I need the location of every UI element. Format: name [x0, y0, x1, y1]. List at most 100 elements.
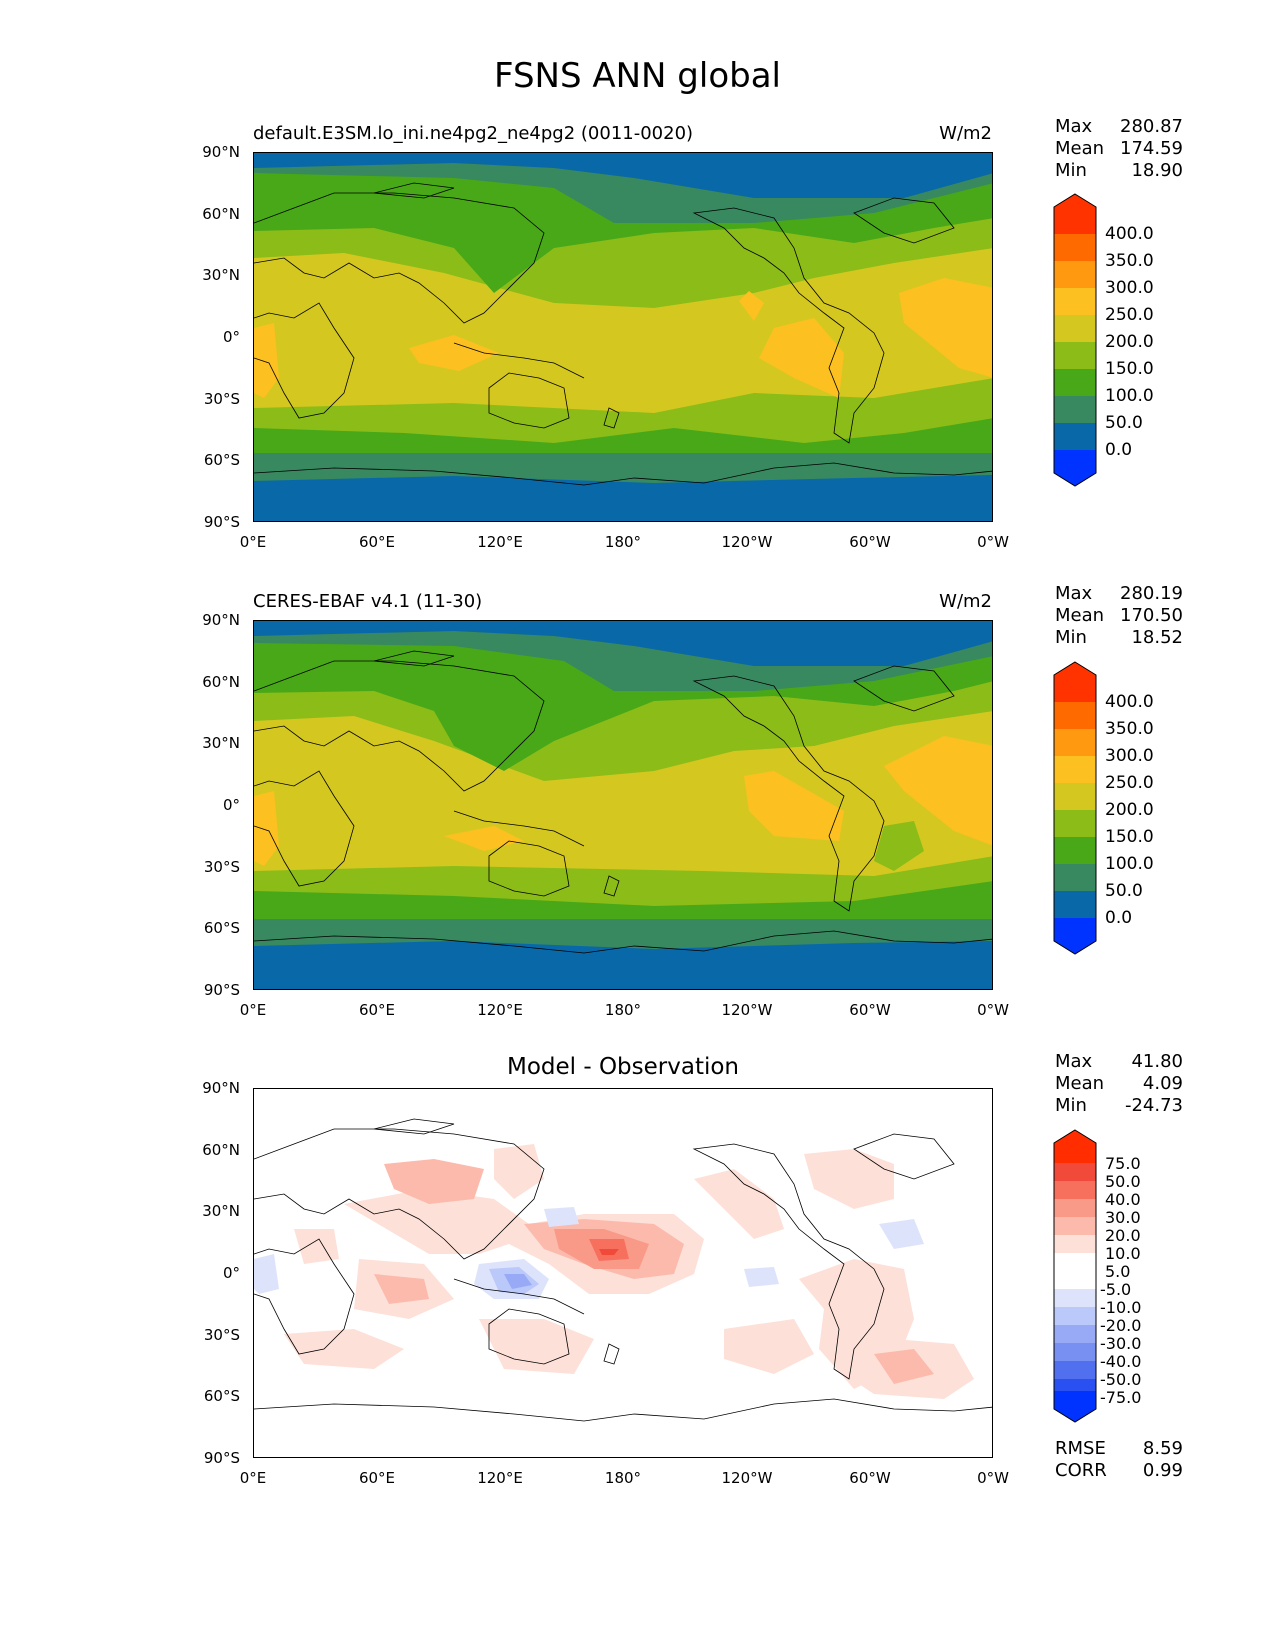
cb-label: 100.0: [1105, 386, 1154, 406]
stat-max-value: 280.19: [1120, 583, 1183, 604]
negative-anomalies: [254, 1207, 924, 1299]
cb-label: 400.0: [1105, 692, 1154, 712]
band-250-300: [739, 291, 764, 321]
lon-label: 0°E: [239, 1469, 267, 1487]
band-250-300: [884, 736, 992, 846]
lon-label: 60°W: [849, 533, 891, 551]
lat-label: 90°S: [203, 981, 240, 999]
lon-label: 0°E: [239, 533, 267, 551]
cb-over-arrow: [1054, 662, 1096, 702]
rmse-label: RMSE: [1055, 1438, 1106, 1459]
cb-over-arrow: [1054, 1130, 1096, 1163]
cb-swatch: [1054, 342, 1096, 369]
stat-mean-value: 170.50: [1120, 605, 1183, 626]
cb-label: 50.0: [1105, 881, 1143, 901]
panel2-map: [253, 620, 993, 990]
lon-label: 60°W: [849, 1469, 891, 1487]
lon-label: 120°W: [721, 1001, 773, 1019]
lat-label: 90°N: [202, 143, 240, 161]
cb-swatch: [1054, 729, 1096, 756]
panel2-units: W/m2: [939, 591, 992, 612]
cb-under-arrow: [1054, 450, 1096, 486]
stat-min-value: 18.90: [1131, 160, 1183, 181]
lon-label: 120°E: [477, 1469, 523, 1487]
cb-swatch: [1054, 702, 1096, 729]
cb-label: -10.0: [1100, 1298, 1142, 1317]
cb-label: -30.0: [1100, 1334, 1142, 1353]
lat-label: 90°N: [202, 611, 240, 629]
cb-swatch: [1054, 1289, 1096, 1307]
band-250-300: [759, 318, 844, 398]
band-250-300: [409, 335, 499, 371]
figure-title: FSNS ANN global: [494, 56, 781, 96]
lon-label: 180°: [604, 1469, 642, 1487]
cb-swatch: [1054, 1379, 1096, 1391]
cb-swatch: [1054, 1235, 1096, 1253]
cb-label: 200.0: [1105, 332, 1154, 352]
lon-label: 0°W: [977, 1469, 1009, 1487]
lat-label: 60°S: [203, 919, 240, 937]
cb-over-arrow: [1054, 194, 1096, 234]
cb-swatch: [1054, 288, 1096, 315]
cb-label: 75.0: [1105, 1154, 1141, 1173]
cb-label: 300.0: [1105, 278, 1154, 298]
lat-label: 60°S: [203, 451, 240, 469]
stat-min-label: Min: [1055, 160, 1087, 181]
band-0-50: [254, 621, 992, 666]
corr-value: 0.99: [1142, 1460, 1183, 1481]
panel3-title: Model - Observation: [506, 1054, 740, 1080]
stat-mean-label: Mean: [1055, 138, 1105, 159]
cb-label: 250.0: [1105, 773, 1154, 793]
panel3-map: [253, 1088, 993, 1458]
cb-swatch: [1054, 396, 1096, 423]
cb-swatch: [1054, 1271, 1096, 1289]
cb-label: 50.0: [1105, 413, 1143, 433]
lat-label: 30°S: [203, 390, 240, 408]
lat-label: 0°: [222, 796, 240, 814]
cb-label: 200.0: [1105, 800, 1154, 820]
stat-max-label: Max: [1055, 116, 1093, 137]
positive-anomalies: [284, 1144, 974, 1399]
band-250-300: [744, 771, 844, 841]
cb-swatch: [1054, 837, 1096, 864]
lon-label: 180°: [604, 533, 642, 551]
lon-label: 60°E: [358, 1001, 396, 1019]
panel2-colorbar: [1053, 661, 1097, 955]
cb-swatch: [1054, 234, 1096, 261]
cb-outline: [1053, 193, 1097, 487]
cb-swatch: [1054, 1325, 1096, 1343]
lon-label: 60°E: [358, 533, 396, 551]
lat-label: 90°S: [203, 1449, 240, 1467]
stat-max-value: 41.80: [1131, 1051, 1183, 1072]
lat-label: 30°S: [203, 858, 240, 876]
lat-label: 60°S: [203, 1387, 240, 1405]
panel3-metrics: RMSE 8.59 CORR 0.99: [1055, 1438, 1183, 1482]
cb-label: 40.0: [1105, 1190, 1141, 1209]
panel1-subtitle: default.E3SM.lo_ini.ne4pg2_ne4pg2 (0011-…: [253, 123, 694, 144]
panel1-colorbar: [1053, 193, 1097, 487]
band-0-50-south: [254, 941, 992, 989]
corr-label: CORR: [1055, 1460, 1107, 1481]
band-250-300: [254, 791, 279, 866]
panel2-stats: Max 280.19 Mean 170.50 Min 18.52: [1055, 583, 1183, 649]
cb-label: -20.0: [1100, 1316, 1142, 1335]
cb-swatch: [1054, 1253, 1096, 1271]
cb-under-arrow: [1054, 1391, 1096, 1422]
cb-swatch: [1054, 1217, 1096, 1235]
cb-swatch: [1054, 810, 1096, 837]
lon-label: 0°W: [977, 1001, 1009, 1019]
cb-under-arrow: [1054, 918, 1096, 954]
lat-label: 30°S: [203, 1326, 240, 1344]
panel3-stats: Max 41.80 Mean 4.09 Min -24.73: [1055, 1051, 1183, 1117]
stat-min-label: Min: [1055, 627, 1087, 648]
stat-min-value: -24.73: [1124, 1095, 1183, 1116]
cb-outline: [1053, 661, 1097, 955]
lat-label: 90°N: [202, 1079, 240, 1097]
stat-mean-label: Mean: [1055, 605, 1105, 626]
cb-swatch: [1054, 369, 1096, 396]
lat-label: 0°: [222, 328, 240, 346]
cb-swatch: [1054, 1181, 1096, 1199]
coastlines: [254, 650, 992, 954]
lon-label: 60°E: [358, 1469, 396, 1487]
band-0-50-south: [254, 475, 992, 521]
